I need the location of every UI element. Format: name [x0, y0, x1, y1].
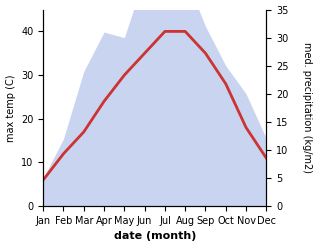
X-axis label: date (month): date (month) [114, 231, 196, 242]
Y-axis label: max temp (C): max temp (C) [5, 74, 16, 142]
Y-axis label: med. precipitation (kg/m2): med. precipitation (kg/m2) [302, 42, 313, 173]
